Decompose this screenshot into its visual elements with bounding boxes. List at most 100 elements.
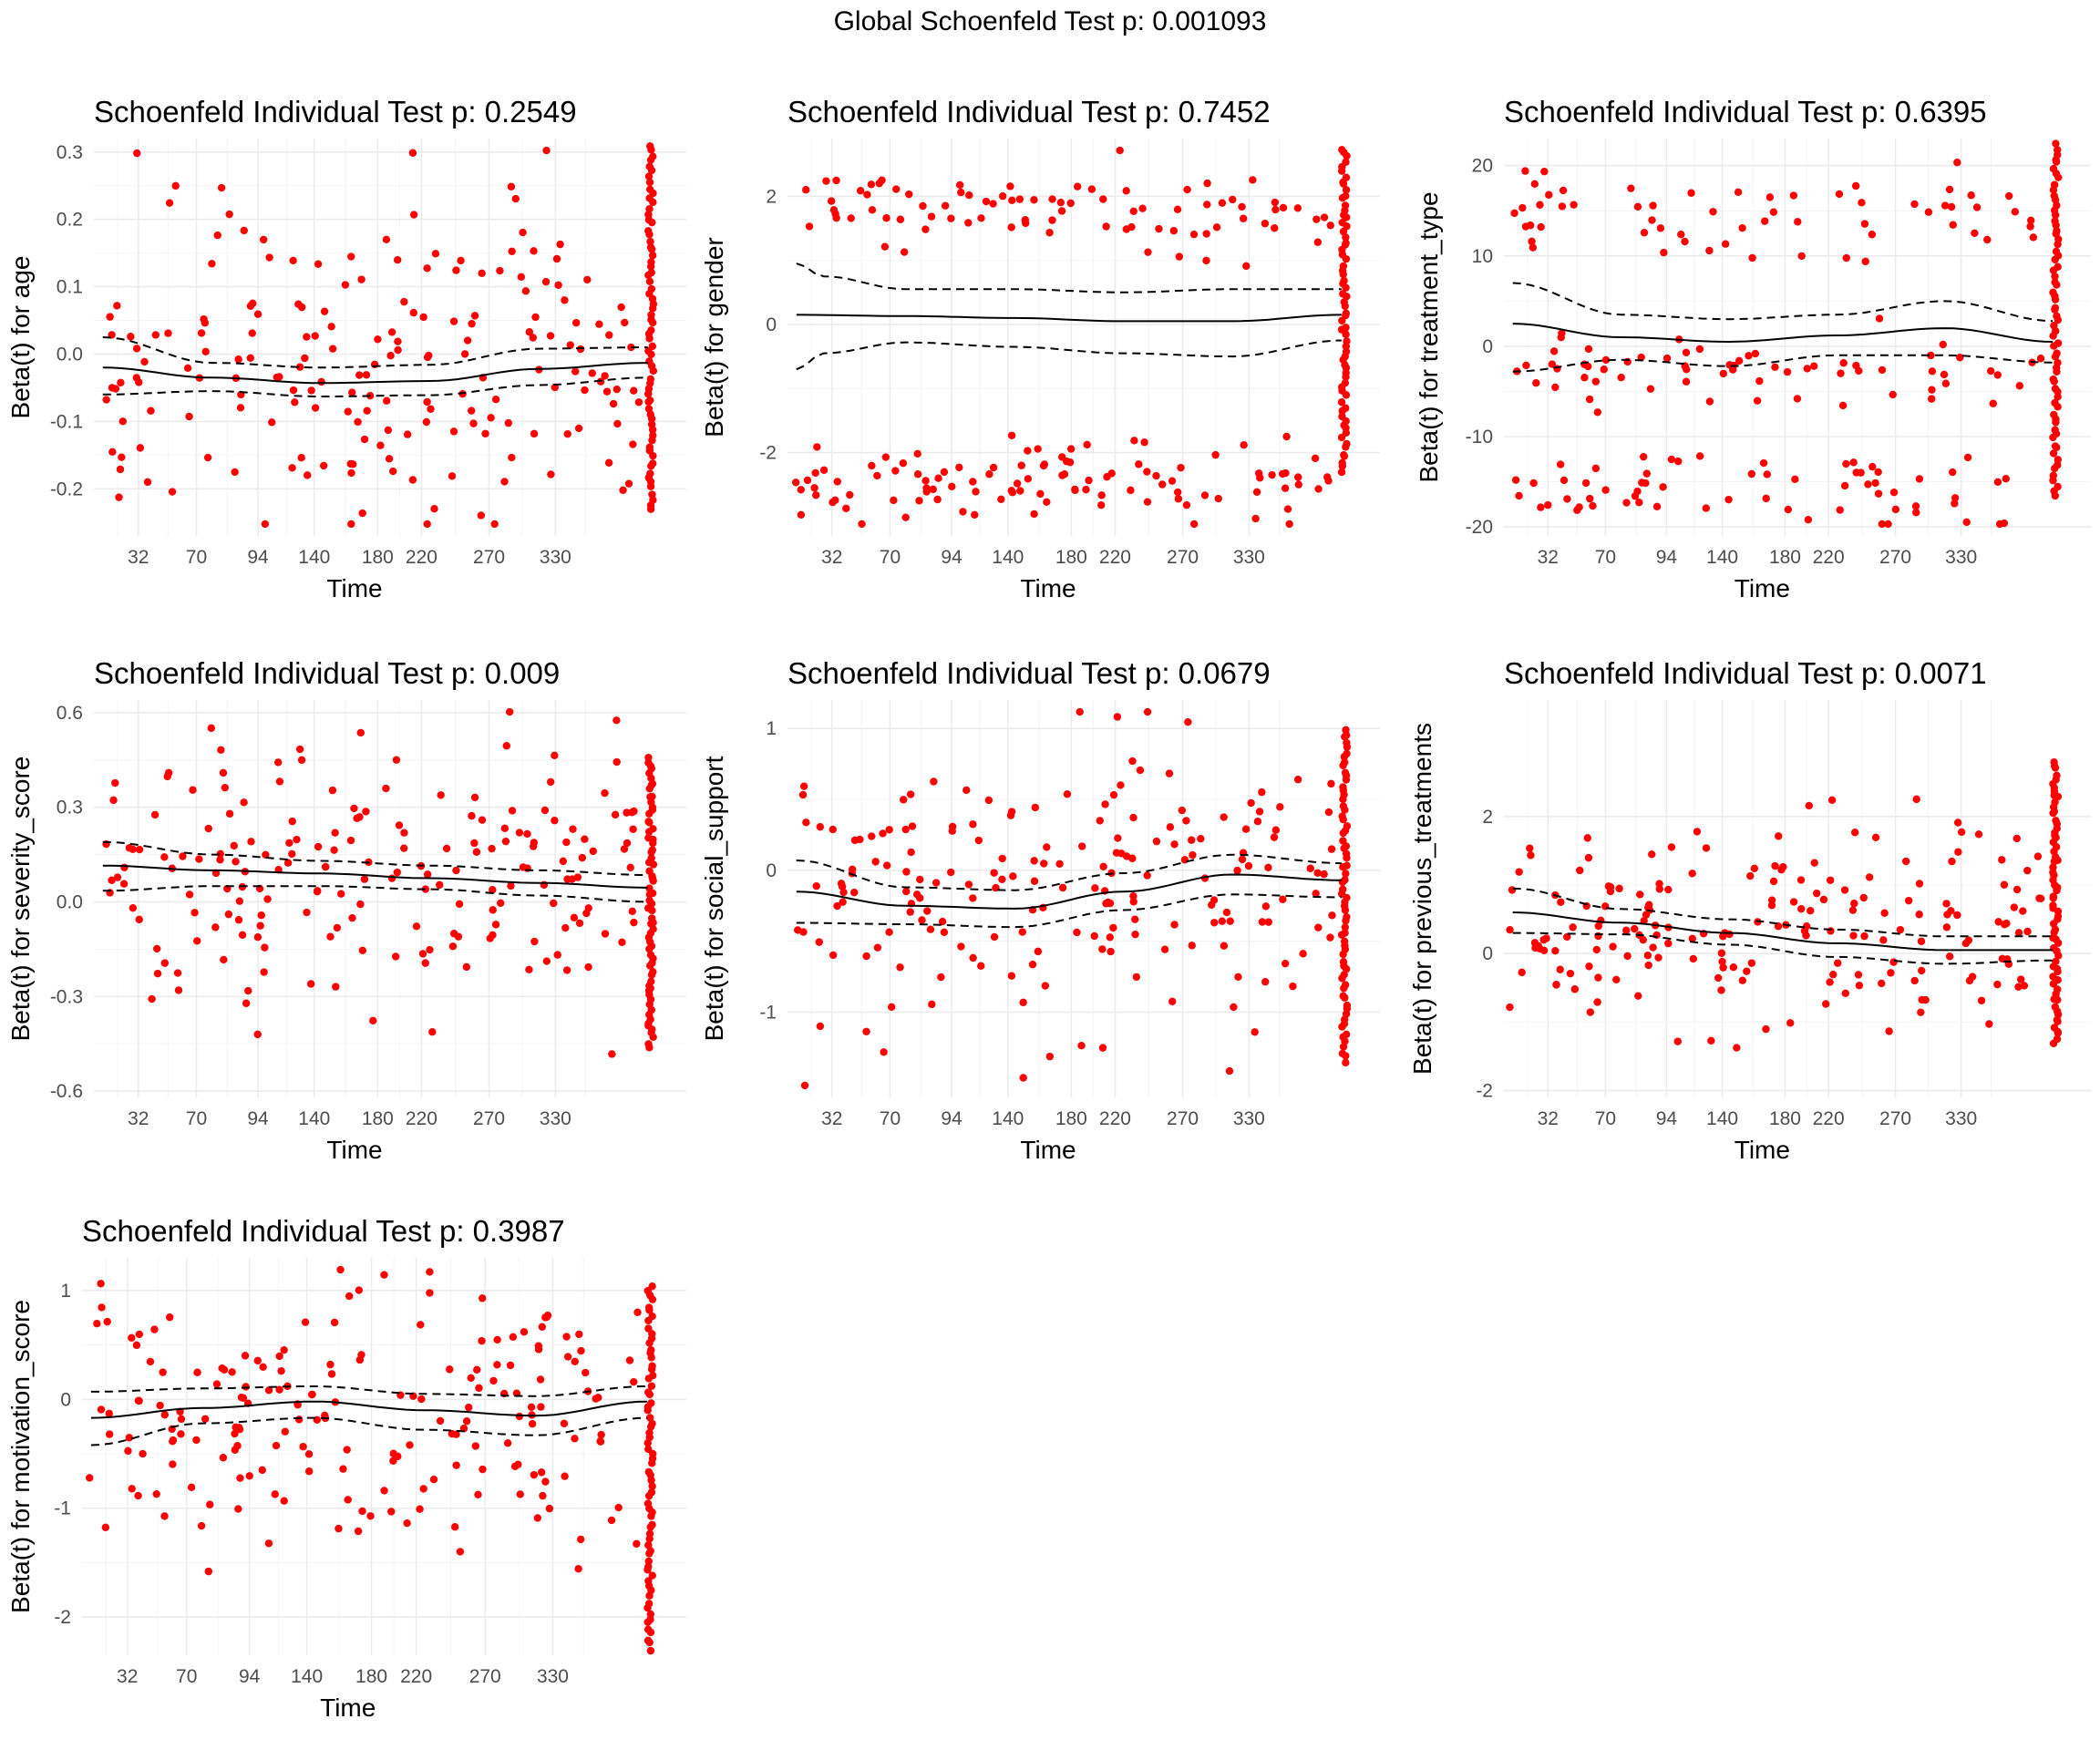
- residual-point: [303, 908, 311, 917]
- residual-point: [816, 822, 825, 831]
- residual-point: [1136, 766, 1145, 775]
- residual-point: [1261, 977, 1270, 986]
- residual-point: [913, 449, 921, 458]
- residual-point: [1073, 928, 1081, 937]
- residual-point: [357, 275, 365, 283]
- residual-point: [1642, 479, 1650, 488]
- residual-point: [2015, 382, 2023, 390]
- x-tick-label: 180: [1769, 1108, 1801, 1129]
- residual-point: [577, 1535, 585, 1544]
- residual-point: [574, 424, 583, 433]
- residual-point: [998, 192, 1007, 201]
- residual-point: [540, 806, 550, 815]
- residual-point: [1860, 932, 1868, 941]
- residual-point: [1226, 917, 1234, 925]
- x-tick-label: 220: [406, 547, 438, 568]
- residual-point: [1034, 947, 1043, 956]
- residual-point: [1526, 844, 1534, 852]
- x-tick-label: 32: [1538, 1108, 1559, 1129]
- residual-point: [515, 829, 524, 837]
- residual-point: [868, 461, 876, 470]
- residual-point: [2051, 398, 2059, 407]
- residual-point: [1827, 796, 1837, 805]
- residual-point: [465, 1403, 473, 1412]
- y-tick-label: 2: [1482, 807, 1493, 828]
- residual-point: [262, 850, 270, 860]
- y-tick-label: -1: [54, 1498, 71, 1519]
- residual-point: [470, 312, 479, 320]
- residual-point: [164, 329, 172, 337]
- x-tick-label: 180: [1055, 547, 1087, 568]
- residual-point: [1640, 917, 1648, 925]
- residual-point: [1311, 454, 1320, 463]
- residual-point: [1652, 502, 1662, 511]
- residual-point: [1695, 452, 1704, 460]
- residual-point: [1570, 985, 1580, 993]
- residual-point: [1180, 856, 1189, 864]
- residual-point: [628, 907, 636, 915]
- residual-point: [383, 396, 391, 405]
- residual-point: [932, 879, 941, 887]
- residual-point: [2036, 894, 2045, 902]
- residual-point: [1170, 840, 1179, 849]
- residual-point: [1173, 488, 1182, 497]
- residual-point: [1747, 469, 1756, 479]
- residual-point: [644, 1467, 653, 1477]
- residual-point: [1586, 494, 1594, 503]
- residual-point: [1838, 401, 1848, 410]
- residual-point: [985, 470, 993, 479]
- residual-point: [1341, 201, 1350, 210]
- residual-point: [124, 1446, 132, 1456]
- residual-point: [490, 520, 499, 529]
- residual-point: [248, 329, 256, 337]
- residual-point: [189, 786, 197, 794]
- residual-point: [1043, 843, 1051, 851]
- residual-point: [1131, 915, 1139, 923]
- residual-point: [1218, 199, 1227, 207]
- residual-point: [1667, 843, 1676, 851]
- residual-point: [2051, 278, 2059, 286]
- residual-point: [1189, 520, 1199, 529]
- residual-point: [1098, 945, 1107, 953]
- residual-point: [997, 495, 1005, 503]
- residual-point: [319, 461, 328, 470]
- residual-point: [571, 1357, 579, 1365]
- residual-point: [1674, 457, 1683, 466]
- residual-point: [1879, 936, 1888, 944]
- residual-point: [1341, 929, 1349, 937]
- residual-point: [1283, 505, 1292, 513]
- y-tick-label: -20: [1466, 517, 1493, 538]
- residual-point: [969, 953, 977, 962]
- residual-point: [539, 1491, 547, 1500]
- residual-point: [1240, 441, 1248, 449]
- residual-point: [204, 1567, 213, 1576]
- y-axis-label: Beta(t) for gender: [700, 237, 728, 437]
- residual-point: [1293, 776, 1302, 784]
- residual-point: [343, 1446, 351, 1454]
- residual-point: [921, 225, 930, 233]
- residual-point: [1138, 204, 1147, 212]
- residual-point: [1751, 349, 1760, 358]
- residual-point: [962, 786, 971, 795]
- residual-point: [489, 931, 497, 940]
- residual-point: [164, 768, 173, 777]
- residual-point: [868, 832, 876, 840]
- residual-point: [1954, 848, 1962, 856]
- residual-point: [1058, 883, 1067, 892]
- residual-point: [1143, 707, 1152, 716]
- residual-point: [2051, 304, 2060, 313]
- residual-point: [160, 959, 170, 967]
- residual-point: [541, 1477, 550, 1486]
- residual-point: [827, 197, 836, 205]
- residual-point: [644, 1557, 653, 1566]
- residual-point: [457, 256, 465, 265]
- residual-point: [463, 336, 472, 345]
- residual-point: [1327, 845, 1336, 853]
- residual-point: [1202, 256, 1210, 265]
- residual-point: [1101, 800, 1109, 808]
- residual-point: [1122, 187, 1130, 195]
- residual-point: [219, 1454, 228, 1462]
- residual-point: [331, 829, 339, 837]
- residual-point: [1327, 779, 1335, 788]
- y-tick-label: -0.6: [50, 1081, 83, 1102]
